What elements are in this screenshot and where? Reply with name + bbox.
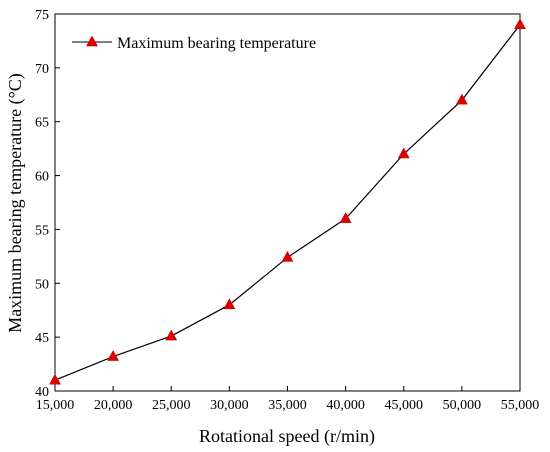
x-tick-label: 40,000: [326, 398, 365, 413]
data-point: [397, 147, 410, 159]
axis-ticks: [54, 13, 521, 392]
x-tick-label: 35,000: [268, 398, 307, 413]
x-axis-title: Rotational speed (r/min): [199, 426, 375, 447]
data-point: [165, 329, 178, 341]
data-point: [49, 373, 61, 385]
y-tick-label: 60: [35, 170, 49, 185]
legend-marker-triangle: [86, 35, 98, 47]
x-tick-label: 15,000: [36, 398, 75, 413]
y-axis-title: Maximum bearing temperature (°C): [5, 73, 26, 333]
data-point: [339, 212, 352, 223]
y-tick-label: 55: [35, 223, 49, 238]
x-tick-label: 20,000: [94, 398, 133, 413]
x-tick-label: 30,000: [210, 398, 249, 413]
data-point: [455, 93, 468, 105]
y-tick-label: 50: [35, 277, 49, 292]
data-point: [223, 298, 236, 310]
series-layer: [49, 18, 526, 385]
plot-frame: [54, 13, 521, 392]
y-tick-label: 70: [35, 62, 49, 77]
x-tick-label: 50,000: [443, 398, 482, 413]
data-point: [281, 250, 294, 262]
y-tick-labels: 40 45 50 55 60 65 70 75: [35, 8, 49, 400]
data-point: [514, 18, 526, 30]
legend: Maximum bearing temperature: [72, 35, 316, 52]
data-point: [107, 350, 120, 361]
x-tick-labels: 15,000 20,000 25,000 30,000 35,000 40,000 45,0…: [36, 398, 540, 413]
legend-label: Maximum bearing temperature: [117, 35, 316, 52]
y-tick-label: 65: [35, 116, 49, 131]
x-tick-label: 55,000: [501, 398, 540, 413]
y-tick-label: 40: [35, 385, 49, 400]
series-line: [54, 24, 521, 381]
x-tick-label: 45,000: [385, 398, 424, 413]
y-tick-label: 75: [35, 8, 49, 23]
x-tick-label: 25,000: [152, 398, 191, 413]
y-tick-label: 45: [35, 331, 49, 346]
